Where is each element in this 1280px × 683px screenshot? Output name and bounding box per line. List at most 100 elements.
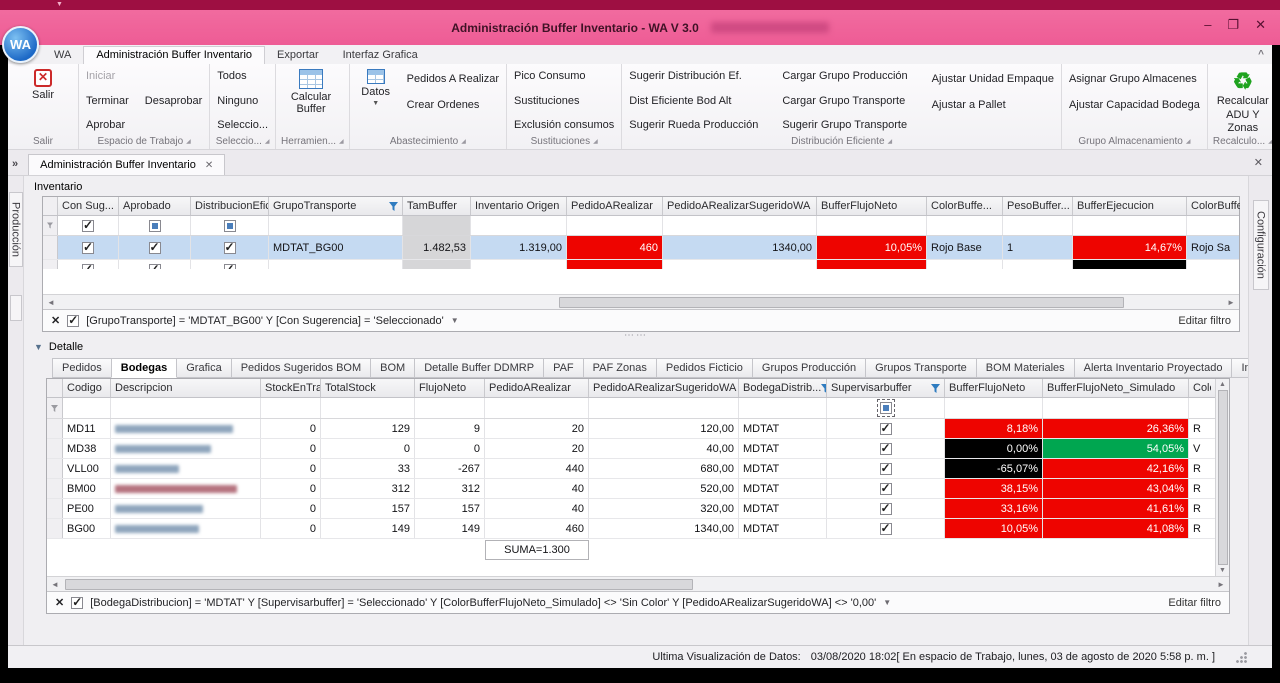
cell-color[interactable]: R	[1193, 422, 1201, 435]
cell-buffer-flujo-neto[interactable]: -65,07%	[945, 459, 1043, 478]
filter-cell[interactable]	[817, 216, 927, 235]
cell-total-stock[interactable]: 0	[321, 439, 415, 458]
group-dialog-launcher-icon[interactable]: ◢	[887, 138, 893, 145]
cell-total-stock[interactable]: 33	[321, 459, 415, 478]
cell-pedido-sugerido-wa[interactable]: 520,00	[589, 479, 739, 498]
cell-bodega-distribucion[interactable]: MDTAT	[739, 459, 827, 478]
column-header-pedido-sugerido-wa[interactable]: PedidoARealizarSugeridoWA	[663, 197, 817, 215]
pico-consumo-button[interactable]: Pico Consumo	[514, 70, 586, 82]
hscroll-thumb[interactable]	[65, 578, 693, 590]
checkbox-checked[interactable]	[82, 218, 94, 232]
checkbox-checked[interactable]	[879, 481, 892, 495]
filter-cell[interactable]	[663, 216, 817, 235]
scroll-up-icon[interactable]: ▲	[1219, 381, 1226, 388]
filter-cell[interactable]	[1187, 216, 1240, 235]
checkbox-checked[interactable]	[879, 501, 892, 515]
cell-flujo-neto[interactable]: 312	[415, 479, 485, 498]
cell-pedido-sugerido-wa[interactable]: 320,00	[589, 499, 739, 518]
filter-cell[interactable]	[589, 398, 739, 418]
cell-total-stock[interactable]: 129	[321, 419, 415, 438]
cell-descripcion[interactable]	[111, 519, 261, 538]
cell-supervisar-buffer[interactable]	[827, 459, 945, 478]
detalle-tab[interactable]: Grupos Producción	[751, 358, 867, 378]
detalle-tab[interactable]: Bodegas	[110, 358, 178, 378]
cell-color[interactable]: R	[1193, 462, 1201, 475]
scroll-down-icon[interactable]: ▼	[1219, 567, 1226, 574]
cell-buffer-flujo-neto-simulado[interactable]: 42,16%	[1043, 459, 1189, 478]
filter-enabled-checkbox[interactable]	[71, 595, 84, 609]
cell-pedido-sugerido-wa[interactable]: 1340,00	[589, 519, 739, 538]
qat-dropdown-icon[interactable]: ▼	[56, 1, 63, 8]
detalle-tab[interactable]: PAF	[543, 358, 584, 378]
ribbon-tab[interactable]: WA	[54, 49, 72, 61]
column-header-color-buffer[interactable]: ColorBuffe...	[927, 197, 1003, 215]
cell-buffer-flujo-neto-simulado[interactable]: 26,36%	[1043, 419, 1189, 438]
filter-cell[interactable]	[739, 398, 827, 418]
filter-expression[interactable]: [GrupoTransporte] = 'MDTAT_BG00' Y [Con …	[86, 314, 444, 327]
cargar-grupo-produccion-button[interactable]: Cargar Grupo Producción	[782, 70, 908, 82]
salir-button[interactable]: ✕ Salir	[13, 66, 73, 134]
checkbox-checked[interactable]	[879, 441, 892, 455]
cell-flujo-neto[interactable]: 157	[415, 499, 485, 518]
column-header-stock-en-transito[interactable]: StockEnTransito	[261, 379, 321, 397]
cell-pedido-a-realizar[interactable]: 40	[485, 479, 589, 498]
column-header-total-stock[interactable]: TotalStock	[321, 379, 415, 397]
bodegas-vscrollbar[interactable]: ▲ ▼	[1215, 379, 1229, 576]
table-row[interactable]: BM00 0 312 312 40 520,00 MDTAT 38,15	[47, 479, 1215, 499]
cell-flujo-neto[interactable]: -267	[415, 459, 485, 478]
detalle-tab[interactable]: Pedidos Sugeridos BOM	[230, 358, 372, 378]
filter-expression[interactable]: [BodegaDistribucion] = 'MDTAT' Y [Superv…	[90, 596, 877, 609]
column-header-inventario-origen[interactable]: Inventario Origen	[471, 197, 567, 215]
resize-grip[interactable]	[1235, 650, 1248, 664]
cell-supervisar-buffer[interactable]	[827, 439, 945, 458]
ribbon-tab[interactable]: Exportar	[277, 49, 319, 61]
scroll-left-icon[interactable]: ◄	[47, 297, 55, 307]
wa-logo[interactable]: WA	[2, 26, 39, 63]
inventario-hscrollbar[interactable]: ◄ ►	[43, 294, 1239, 309]
edit-filter-link[interactable]: Editar filtro	[1168, 596, 1221, 609]
cell-buffer-flujo-neto-simulado[interactable]: 41,08%	[1043, 519, 1189, 538]
cell-con-sugerencia[interactable]	[58, 236, 119, 259]
filter-cell[interactable]	[111, 398, 261, 418]
cell-stock-en-transito[interactable]: 0	[261, 419, 321, 438]
group-dialog-launcher-icon[interactable]: ◢	[1268, 139, 1272, 145]
cell-codigo[interactable]: BM00	[63, 479, 111, 498]
desaprobar-button[interactable]: Desaprobar	[144, 94, 203, 107]
detalle-tab[interactable]: Pedidos Ficticio	[655, 358, 753, 378]
column-header-distribucion-eficiente[interactable]: DistribucionEficie...	[191, 197, 269, 215]
checkbox-checked[interactable]	[879, 461, 892, 475]
cell-pedido-sugerido-wa[interactable]: 1340,00	[663, 236, 817, 259]
cell-tam-buffer[interactable]: 1.482,53	[403, 236, 471, 259]
cell-stock-en-transito[interactable]: 0	[261, 459, 321, 478]
aprobar-button[interactable]: Aprobar	[86, 119, 126, 131]
column-header-color-buffer-2[interactable]: ColorBuffe...	[1191, 200, 1240, 212]
calcular-buffer-button[interactable]: Calcular Buffer	[281, 66, 341, 134]
cell-bodega-distribucion[interactable]: MDTAT	[739, 439, 827, 458]
filter-cell[interactable]	[415, 398, 485, 418]
cell-codigo[interactable]: BG00	[63, 519, 111, 538]
filter-cell[interactable]	[321, 398, 415, 418]
expand-dock-icon[interactable]: »	[12, 158, 19, 170]
cell-pedido-a-realizar[interactable]: 440	[485, 459, 589, 478]
seleccionar-button[interactable]: Seleccio...	[217, 119, 269, 131]
cell-color[interactable]: V	[1193, 442, 1201, 455]
cell-pedido-a-realizar[interactable]: 20	[485, 439, 589, 458]
column-header-grupo-transporte[interactable]: GrupoTransporte	[269, 197, 403, 215]
filter-distribucion-eficiente[interactable]	[191, 216, 269, 235]
cell-buffer-flujo-neto[interactable]: 38,15%	[945, 479, 1043, 498]
table-row[interactable]: MD38 0 0 0 20 40,00 MDTAT 0,00%	[47, 439, 1215, 459]
filter-mru-dropdown-icon[interactable]: ▼	[450, 316, 459, 325]
cell-color-buffer[interactable]: Rojo Base	[927, 236, 1003, 259]
column-header-codigo[interactable]: Codigo	[63, 379, 111, 397]
cell-descripcion[interactable]	[111, 479, 261, 498]
filter-cell[interactable]	[945, 398, 1043, 418]
cell-pedido-a-realizar[interactable]: 40	[485, 499, 589, 518]
filter-con-sugerencia[interactable]	[58, 216, 119, 235]
ribbon-tab[interactable]: Administración Buffer Inventario	[83, 46, 266, 64]
vscroll-thumb[interactable]	[1217, 390, 1228, 565]
cell-bodega-distribucion[interactable]: MDTAT	[739, 479, 827, 498]
filter-mru-dropdown-icon[interactable]: ▼	[883, 598, 892, 607]
detalle-tab[interactable]: Pedidos	[52, 358, 112, 378]
detalle-tab[interactable]: Alerta Inventario Proyectado	[1073, 358, 1233, 378]
cell-descripcion[interactable]	[111, 419, 261, 438]
